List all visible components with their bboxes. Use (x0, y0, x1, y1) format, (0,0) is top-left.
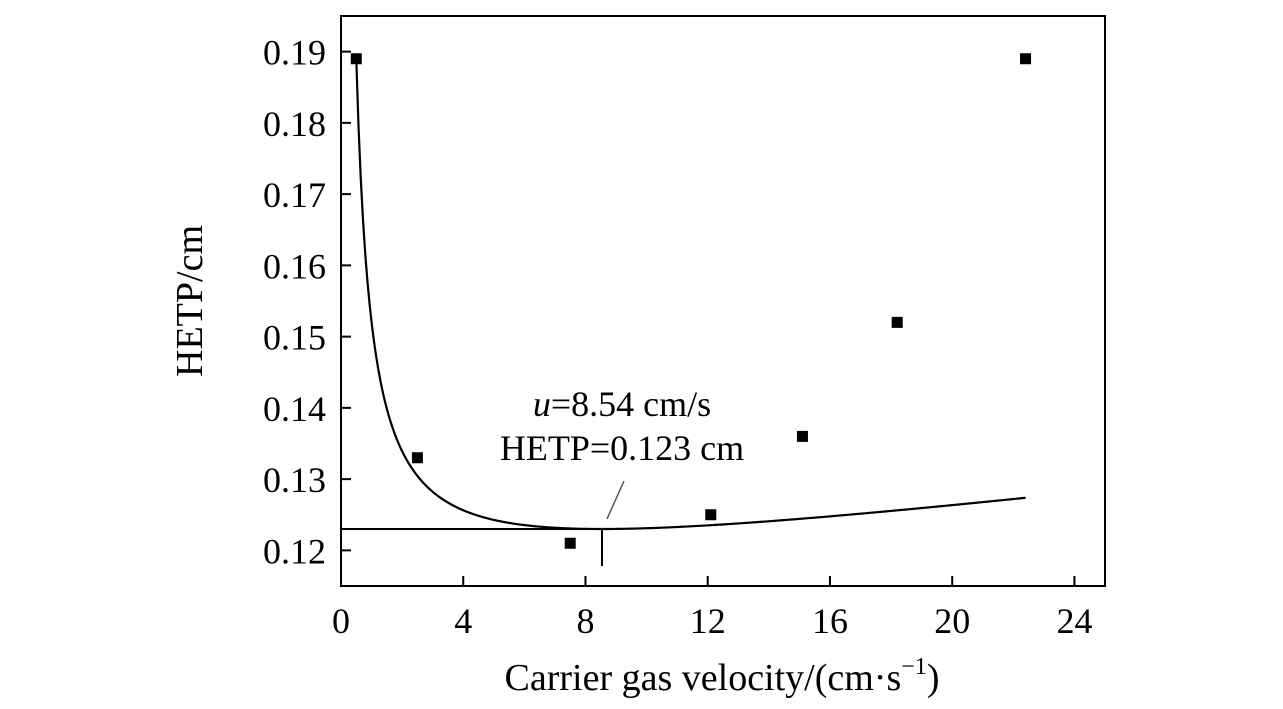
annotation-pointer (606, 480, 625, 520)
y-tick-label: 0.15 (263, 318, 326, 358)
y-tick-label: 0.14 (263, 389, 326, 429)
optimum-annotation-layer (341, 480, 625, 567)
x-tick-label: 4 (454, 601, 472, 641)
x-tick-label: 24 (1056, 601, 1092, 641)
annotation-velocity-value: =8.54 cm/s (551, 384, 711, 424)
data-point (705, 509, 717, 521)
x-tick-label: 12 (690, 601, 726, 641)
data-point (1020, 53, 1032, 65)
x-axis-label-unit-exponent: −1 (901, 654, 927, 680)
data-point (411, 452, 423, 464)
x-tick-label: 0 (332, 601, 350, 641)
x-axis-label-main: Carrier gas velocity/(cm·s (505, 657, 902, 699)
y-tick-label: 0.18 (263, 104, 326, 144)
annotation-velocity-symbol: u (533, 384, 551, 424)
annotation-velocity: u=8.54 cm/s (533, 384, 711, 424)
data-point (350, 53, 362, 65)
fit-curve-layer (355, 58, 1026, 531)
annotation-hetp: HETP=0.123 cm (500, 428, 744, 468)
y-tick-label: 0.13 (263, 460, 326, 500)
fit-curve (355, 58, 1026, 531)
x-tick-label: 8 (576, 601, 594, 641)
data-point (891, 316, 903, 328)
plot-frame (340, 15, 1106, 587)
data-points-layer (350, 53, 1032, 549)
data-point (796, 430, 808, 442)
axis-ticks-layer: 0 4 8 12 16 20 24 0.12 0.13 0.14 0.15 0.16 0.17 0.18 0… (263, 33, 1092, 641)
x-tick-label: 20 (934, 601, 970, 641)
y-tick-label: 0.17 (263, 175, 326, 215)
data-point (564, 537, 576, 549)
y-tick-label: 0.19 (263, 33, 326, 73)
x-axis-label-close: ) (927, 657, 940, 699)
x-axis-label: Carrier gas velocity/(cm·s−1) (505, 654, 940, 699)
y-axis-label: HETP/cm (169, 225, 211, 377)
x-tick-label: 16 (812, 601, 848, 641)
y-tick-label: 0.16 (263, 246, 326, 286)
y-tick-label: 0.12 (263, 531, 326, 571)
